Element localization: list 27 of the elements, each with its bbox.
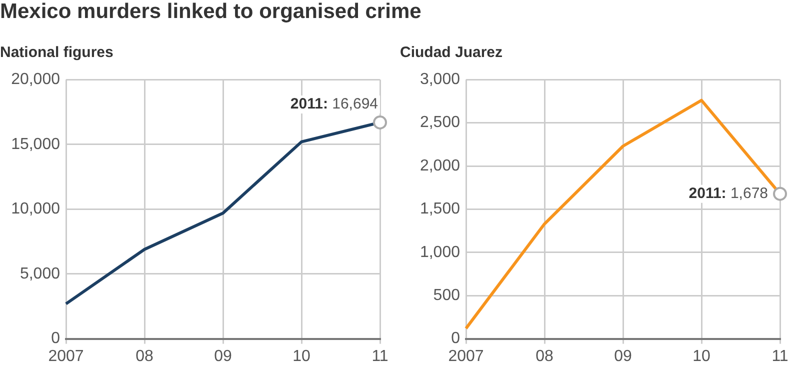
annotation: 2011: 1,678 bbox=[688, 184, 768, 202]
annotation: 2011: 16,694 bbox=[290, 96, 378, 113]
y-tick-label: 2,000 bbox=[420, 157, 460, 174]
chart-title: Mexico murders linked to organised crime bbox=[0, 0, 422, 24]
y-tick-label: 3,000 bbox=[420, 71, 460, 88]
y-tick-label: 20,000 bbox=[11, 71, 60, 88]
y-tick-label: 5,000 bbox=[20, 265, 60, 282]
x-tick-label: 09 bbox=[214, 348, 232, 365]
y-tick-label: 2,500 bbox=[420, 114, 460, 132]
y-tick-label: 10,000 bbox=[11, 200, 60, 218]
x-tick-label: 11 bbox=[372, 348, 388, 365]
x-tick-label: 10 bbox=[292, 348, 310, 365]
x-tick-label: 09 bbox=[614, 348, 632, 365]
y-tick-label: 1,500 bbox=[420, 200, 460, 218]
x-tick-label: 08 bbox=[536, 348, 554, 365]
x-tick-label: 08 bbox=[136, 348, 154, 365]
x-tick-label: 11 bbox=[772, 348, 788, 365]
y-tick-label: 0 bbox=[451, 330, 460, 348]
y-tick-label: 0 bbox=[51, 330, 60, 348]
y-tick-label: 1,000 bbox=[420, 244, 460, 261]
x-tick-label: 10 bbox=[692, 348, 710, 365]
y-tick-label: 15,000 bbox=[11, 136, 60, 153]
chart-subtitle: National figures bbox=[0, 44, 114, 61]
y-tick-label: 500 bbox=[433, 287, 460, 304]
x-tick-label: 2007 bbox=[448, 348, 484, 365]
x-tick-label: 2007 bbox=[48, 348, 84, 365]
chart-title: Ciudad Juarez bbox=[400, 44, 503, 61]
